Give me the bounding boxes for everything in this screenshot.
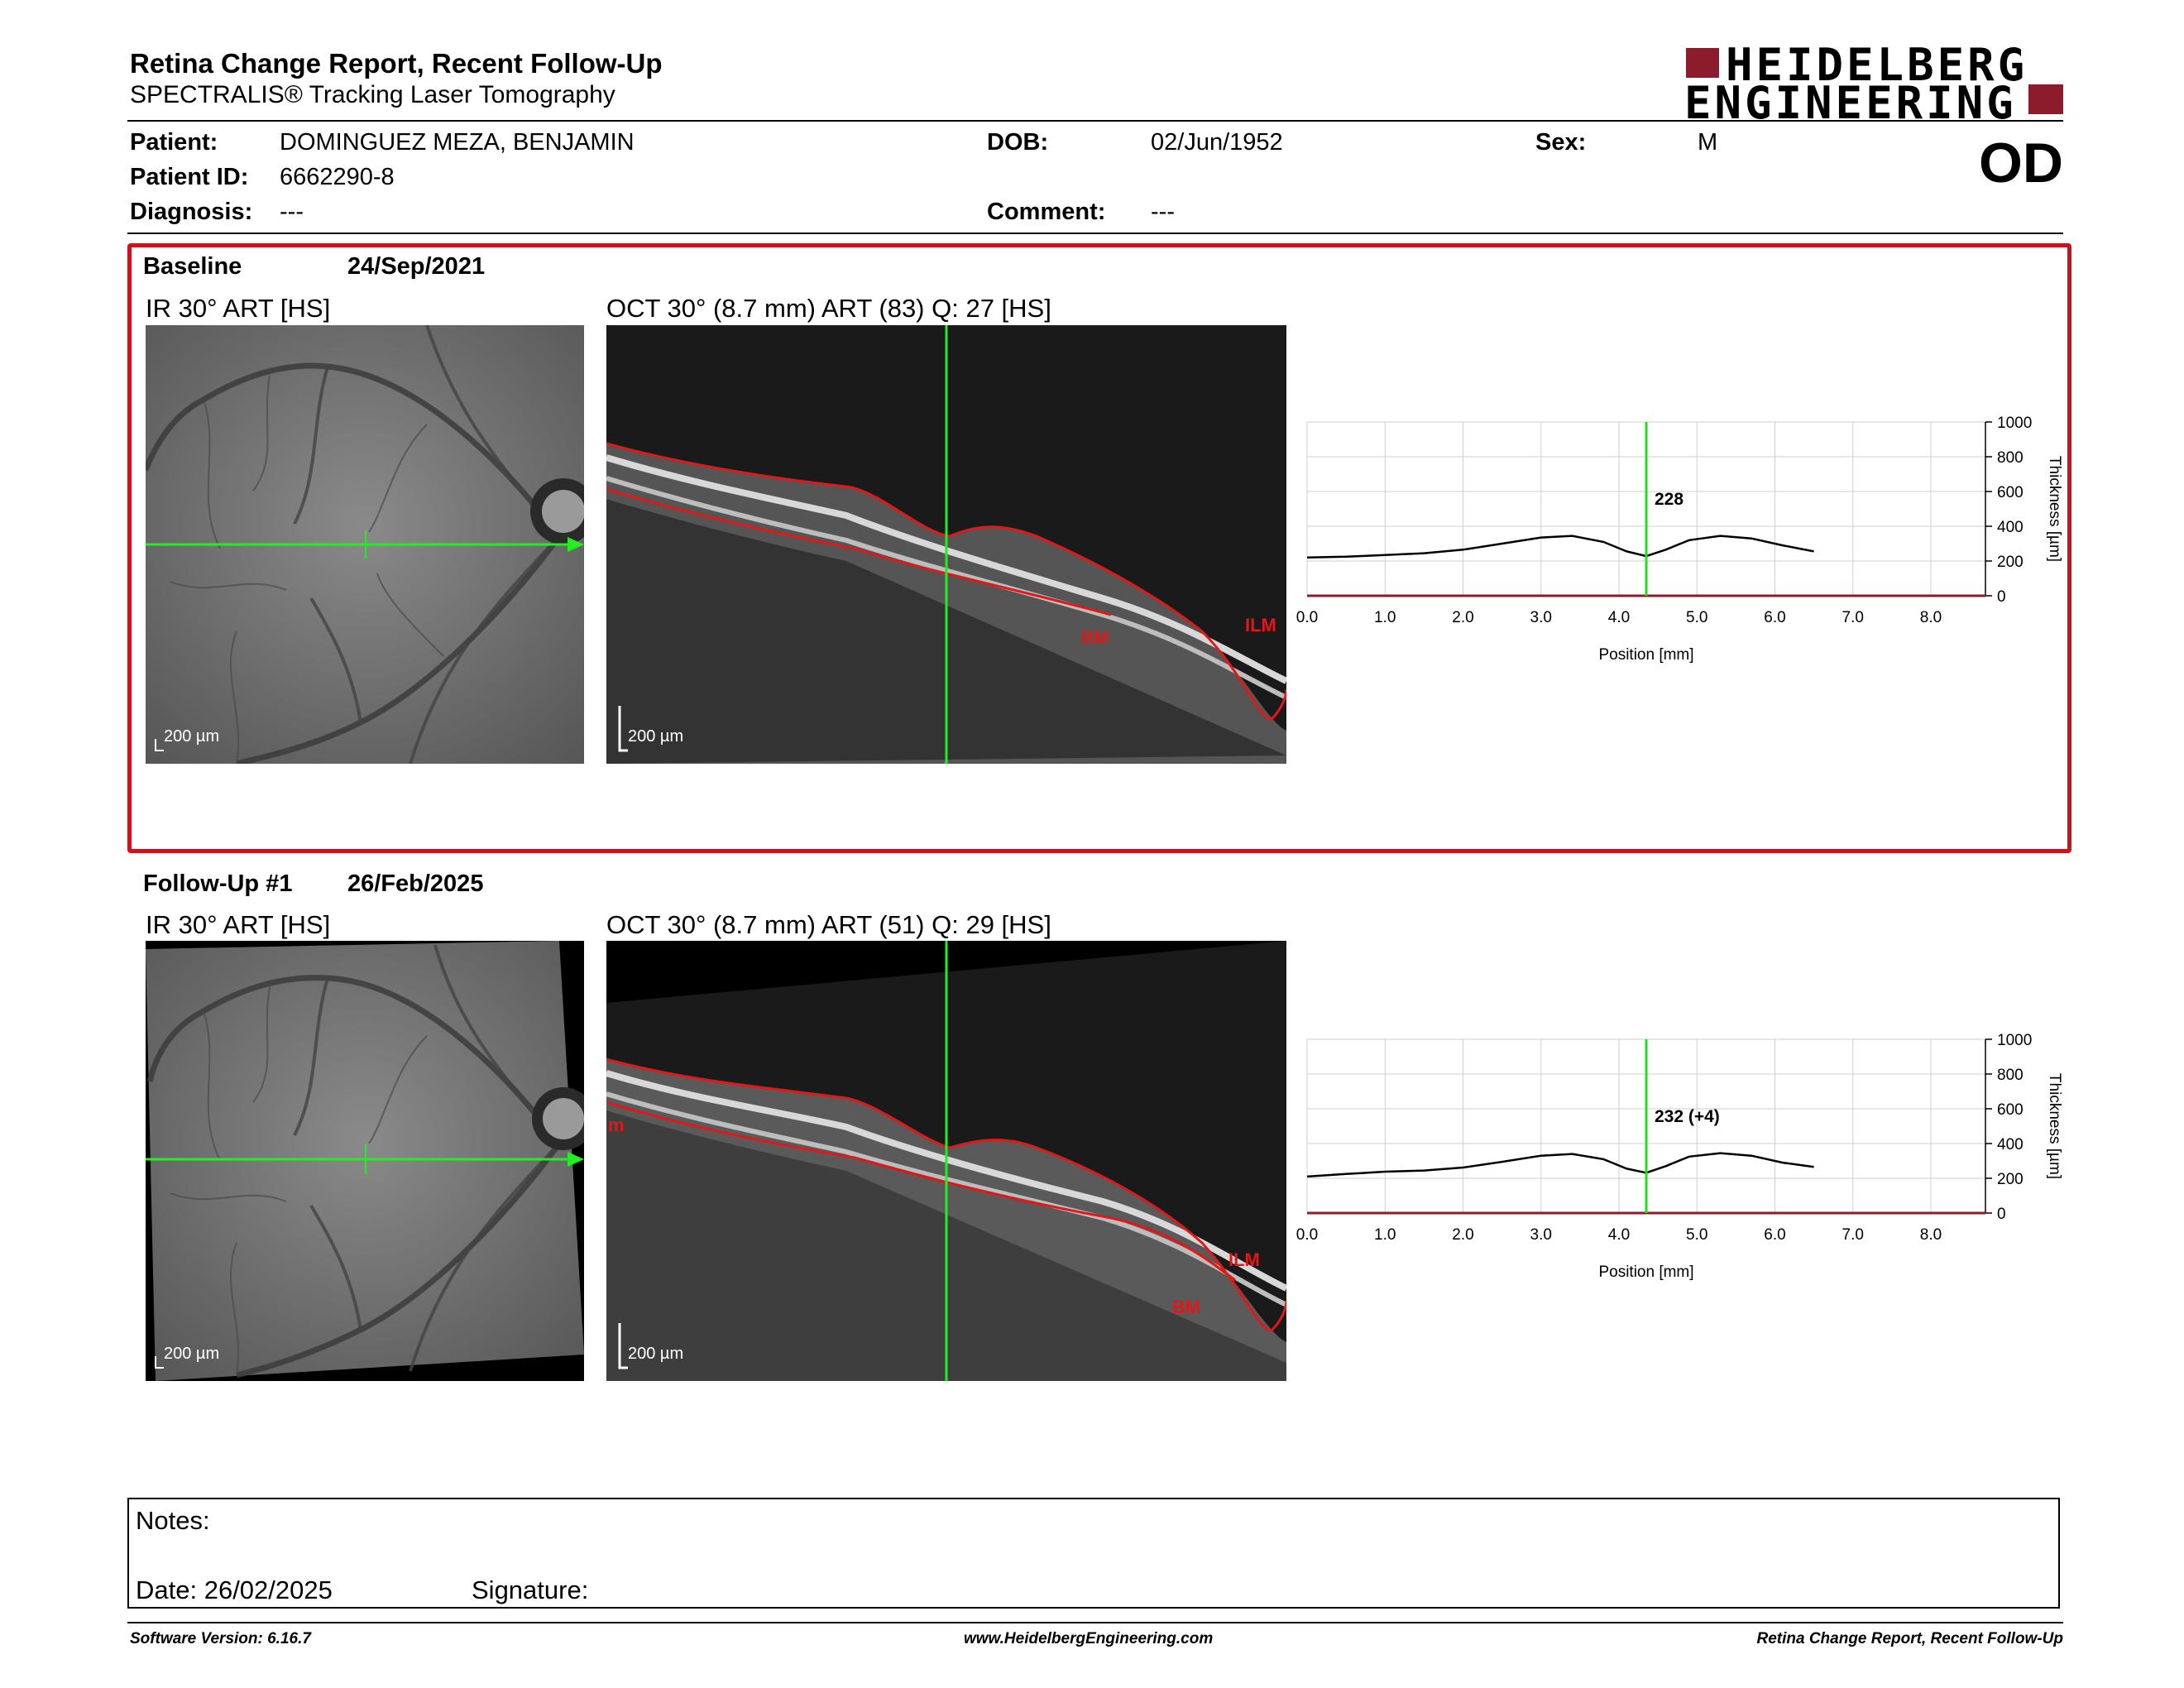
y-tick-label: 1000 xyxy=(1997,415,2032,432)
followup-ilm-label: ILM xyxy=(1228,1249,1260,1270)
y-tick-label: 0 xyxy=(1997,588,2006,606)
y-tick-label: 800 xyxy=(1997,449,2024,467)
x-tick-label: 5.0 xyxy=(1686,609,1707,626)
baseline-highlight-box xyxy=(127,243,2071,853)
baseline-ir-scale: 200 µm xyxy=(164,727,220,746)
baseline-oct-caption: OCT 30° (8.7 mm) ART (83) Q: 27 [HS] xyxy=(606,294,1051,323)
x-tick-label: 1.0 xyxy=(1374,1226,1396,1244)
baseline-bm-label: BM xyxy=(1081,627,1110,648)
notes-box[interactable]: Notes: Date: 26/02/2025 Signature: xyxy=(127,1498,2060,1609)
x-tick-label: 7.0 xyxy=(1842,609,1864,626)
followup-m-label: m xyxy=(608,1115,625,1135)
footer-software-version: Software Version: 6.16.7 xyxy=(130,1630,311,1647)
patient-id-label: Patient ID: xyxy=(130,164,249,190)
thickness-line xyxy=(1306,1152,1814,1178)
followup-oct-image: ILM BM m 200 µm xyxy=(606,941,1286,1381)
followup-thickness-chart: 0.0 1.0 2.0 3.0 4.0 5.0 6.0 7.0 8.0 0 200 400 600 800… xyxy=(1296,1032,2063,1281)
diagnosis-value: --- xyxy=(280,199,304,225)
sex-label: Sex: xyxy=(1535,129,1587,156)
baseline-ir-caption: IR 30° ART [HS] xyxy=(146,294,331,323)
report-subtitle: SPECTRALIS® Tracking Laser Tomography xyxy=(130,81,615,108)
baseline-oct-drawing xyxy=(606,325,1286,764)
y-tick-label: 200 xyxy=(1997,554,2024,571)
x-tick-label: 3.0 xyxy=(1530,609,1552,626)
x-tick-label: 8.0 xyxy=(1920,609,1942,626)
y-tick-label: 800 xyxy=(1997,1067,2024,1084)
x-tick-label: 0.0 xyxy=(1296,609,1318,626)
logo-line2: ENGINEERING xyxy=(1684,77,2017,129)
followup-ir-image: 200 µm xyxy=(146,941,584,1381)
x-tick-label: 4.0 xyxy=(1608,1226,1630,1244)
patient-id: 6662290-8 xyxy=(280,164,395,190)
header-divider xyxy=(127,120,2063,122)
x-tick-label: 6.0 xyxy=(1764,1226,1785,1244)
patient-label: Patient: xyxy=(130,129,218,156)
x-tick-label: 2.0 xyxy=(1452,609,1473,626)
patient-name: DOMINGUEZ MEZA, BENJAMIN xyxy=(280,129,635,156)
marker-value-label: 228 xyxy=(1655,490,1684,509)
baseline-label: Baseline xyxy=(143,253,242,280)
logo-square-top xyxy=(1686,48,1719,78)
followup-ir-caption: IR 30° ART [HS] xyxy=(146,910,331,939)
comment-label: Comment: xyxy=(987,199,1106,225)
y-axis-label: Thickness [µm] xyxy=(2046,456,2063,562)
followup-fundus-drawing xyxy=(146,941,584,1381)
comment-value: --- xyxy=(1151,199,1175,225)
footer-report-name: Retina Change Report, Recent Follow-Up xyxy=(1756,1630,2063,1647)
baseline-ilm-label: ILM xyxy=(1245,615,1276,635)
thickness-line xyxy=(1306,535,1814,559)
followup-oct-caption: OCT 30° (8.7 mm) ART (51) Q: 29 [HS] xyxy=(606,910,1051,939)
patient-divider xyxy=(127,233,2063,234)
footer-website[interactable]: www.HeidelbergEngineering.com xyxy=(964,1630,1214,1647)
logo-line1: HEIDELBERG xyxy=(1726,39,2028,91)
y-axis-label: Thickness [µm] xyxy=(2046,1073,2063,1179)
followup-oct-drawing xyxy=(606,941,1286,1381)
x-tick-label: 2.0 xyxy=(1452,1226,1473,1244)
followup-date: 26/Feb/2025 xyxy=(347,870,484,897)
baseline-oct-image: ILM BM 200 µm xyxy=(606,325,1286,764)
baseline-thickness-chart: 0.0 1.0 2.0 3.0 4.0 5.0 6.0 7.0 8.0 0 200 400 600 800… xyxy=(1296,415,2063,664)
y-tick-label: 600 xyxy=(1997,484,2024,501)
x-axis-label: Position [mm] xyxy=(1598,1264,1693,1281)
diagnosis-label: Diagnosis: xyxy=(130,199,253,225)
x-tick-label: 7.0 xyxy=(1842,1226,1864,1244)
x-tick-label: 8.0 xyxy=(1920,1226,1942,1244)
eye-laterality: OD xyxy=(1979,132,2063,194)
y-tick-label: 1000 xyxy=(1997,1032,2032,1049)
followup-label: Follow-Up #1 xyxy=(143,870,293,897)
x-tick-label: 4.0 xyxy=(1608,609,1630,626)
x-tick-label: 3.0 xyxy=(1530,1226,1552,1244)
dob-label: DOB: xyxy=(987,129,1049,156)
followup-bm-label: BM xyxy=(1172,1297,1201,1317)
followup-oct-scale: 200 µm xyxy=(628,1345,684,1363)
report-title: Retina Change Report, Recent Follow-Up xyxy=(130,48,663,79)
footer-divider xyxy=(127,1622,2063,1623)
x-tick-label: 0.0 xyxy=(1296,1226,1318,1244)
y-tick-label: 600 xyxy=(1997,1101,2024,1119)
followup-ir-scale: 200 µm xyxy=(164,1345,220,1363)
x-axis-label: Position [mm] xyxy=(1598,646,1693,664)
x-tick-label: 6.0 xyxy=(1764,609,1785,626)
dob-value: 02/Jun/1952 xyxy=(1151,129,1283,156)
y-tick-label: 200 xyxy=(1997,1171,2024,1188)
baseline-oct-scale: 200 µm xyxy=(628,727,684,746)
sex-value: M xyxy=(1698,129,1718,156)
baseline-fundus-drawing xyxy=(146,325,584,764)
x-tick-label: 1.0 xyxy=(1374,609,1396,626)
y-tick-label: 0 xyxy=(1997,1206,2006,1223)
notes-date: Date: 26/02/2025 xyxy=(136,1575,333,1604)
signature-label: Signature: xyxy=(472,1575,589,1604)
y-tick-label: 400 xyxy=(1997,1136,2024,1153)
baseline-ir-image: 200 µm xyxy=(146,325,584,764)
marker-value-label: 232 (+4) xyxy=(1655,1107,1720,1126)
logo-square-bottom xyxy=(2028,84,2063,114)
y-tick-label: 400 xyxy=(1997,519,2024,536)
baseline-date: 24/Sep/2021 xyxy=(347,253,486,280)
x-tick-label: 5.0 xyxy=(1686,1226,1707,1244)
notes-label: Notes: xyxy=(136,1506,210,1535)
